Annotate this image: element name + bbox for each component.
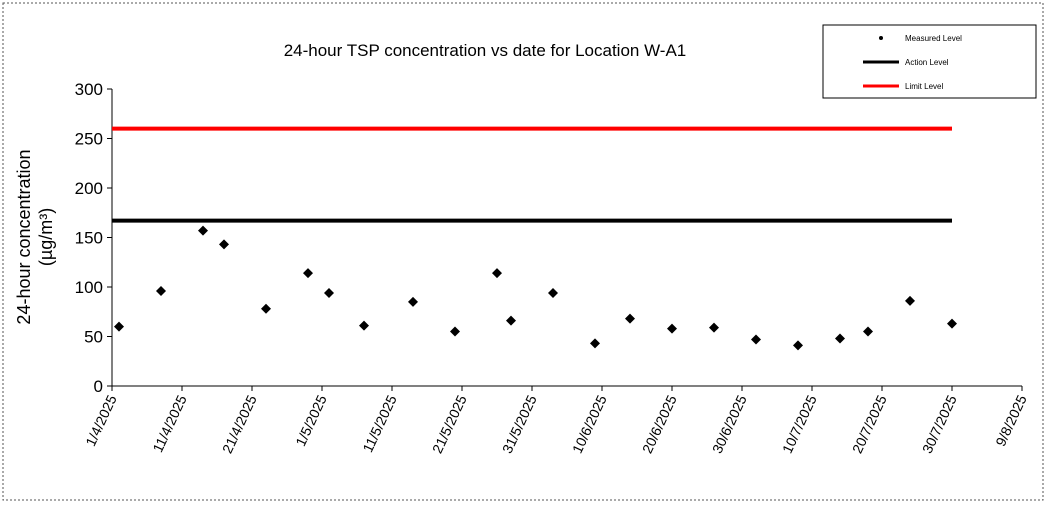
y-axis-label: (µg/m³)	[36, 208, 56, 266]
data-point	[751, 334, 761, 345]
y-tick-label: 100	[75, 278, 103, 297]
legend-label: Limit Level	[905, 82, 943, 91]
data-point	[905, 295, 915, 306]
data-point	[450, 326, 460, 337]
y-tick-label: 0	[94, 377, 103, 396]
data-point	[709, 322, 719, 333]
data-point	[548, 287, 558, 298]
data-point	[219, 239, 229, 250]
data-point	[324, 287, 334, 298]
data-point	[359, 320, 369, 331]
y-tick-label: 50	[84, 328, 103, 347]
legend-label: Measured Level	[905, 34, 962, 43]
data-point	[947, 318, 957, 329]
data-point	[261, 303, 271, 314]
chart-title: 24-hour TSP concentration vs date for Lo…	[284, 41, 687, 60]
data-point	[667, 323, 677, 334]
data-point	[863, 326, 873, 337]
data-point	[793, 340, 803, 351]
data-point	[492, 268, 502, 279]
legend-box	[822, 24, 1037, 99]
legend-label: Action Level	[905, 58, 949, 67]
data-point	[114, 321, 124, 332]
y-tick-label: 200	[75, 179, 103, 198]
y-tick-label: 250	[75, 130, 103, 149]
data-point	[835, 333, 845, 344]
y-tick-label: 300	[75, 80, 103, 99]
data-point	[625, 313, 635, 324]
data-point	[303, 268, 313, 279]
legend-marker	[879, 36, 883, 40]
data-point	[506, 315, 516, 326]
data-point	[156, 285, 166, 296]
data-point	[408, 296, 418, 307]
y-tick-label: 150	[75, 229, 103, 248]
y-axis-label: 24-hour concentration	[14, 149, 34, 324]
data-point	[590, 338, 600, 349]
data-point	[198, 225, 208, 236]
